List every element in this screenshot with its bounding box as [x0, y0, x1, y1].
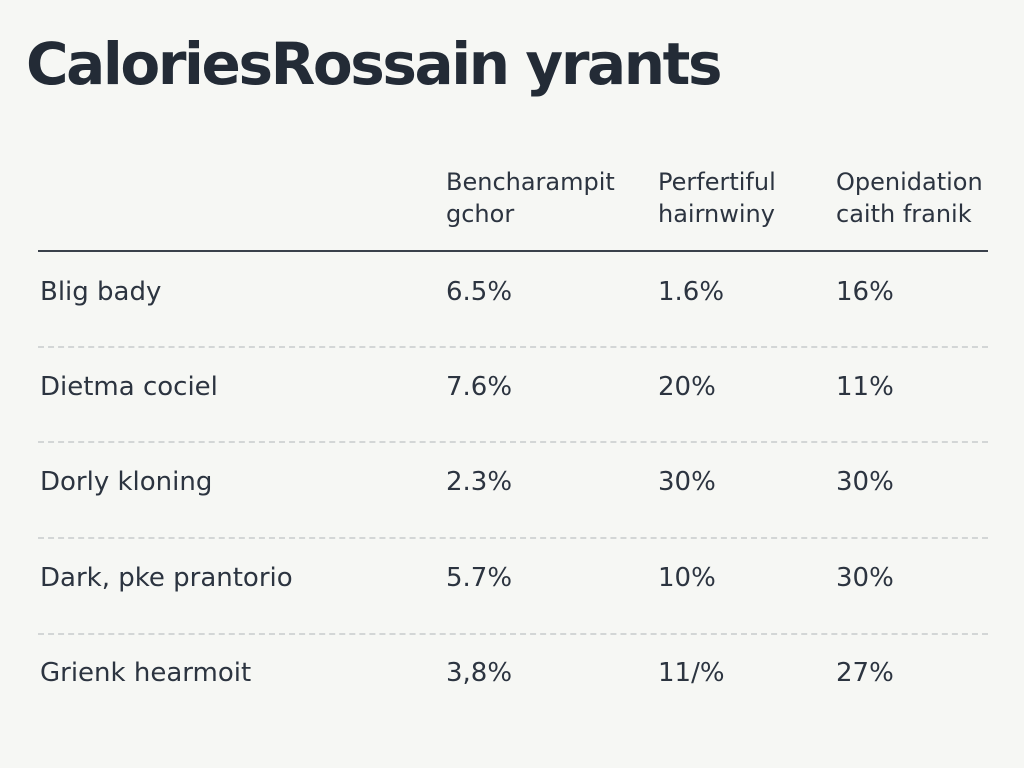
row-divider — [38, 441, 988, 443]
page-title: CaloriesRossain yrants — [26, 30, 723, 98]
column-header-2: Perfertiful hairnwiny — [658, 166, 776, 230]
row-value: 30% — [658, 467, 716, 497]
column-header-2-line-1: Perfertiful — [658, 168, 776, 196]
row-value: 3,8% — [446, 658, 513, 688]
row-value: 30% — [836, 563, 894, 593]
row-value: 30% — [836, 467, 894, 497]
header-divider — [38, 250, 988, 252]
row-label: Dark, pke prantorio — [40, 563, 293, 593]
row-value: 10% — [658, 563, 716, 593]
table-row: Dietma cociel 7.6% 20% 11% — [0, 340, 1024, 435]
row-value: 20% — [658, 372, 716, 402]
table-row: Grienk hearmoit 3,8% 11/% 27% — [0, 626, 1024, 721]
row-value: 11/% — [658, 658, 725, 688]
row-divider — [38, 346, 988, 348]
column-header-1: Bencharampit gchor — [446, 166, 615, 230]
row-divider — [38, 537, 988, 539]
row-label: Blig bady — [40, 277, 162, 307]
row-value: 11% — [836, 372, 894, 402]
column-header-2-line-2: hairnwiny — [658, 200, 775, 228]
row-divider — [38, 633, 988, 635]
row-value: 16% — [836, 277, 894, 307]
row-value: 7.6% — [446, 372, 513, 402]
column-header-1-line-2: gchor — [446, 200, 515, 228]
row-value: 6.5% — [446, 277, 513, 307]
row-label: Grienk hearmoit — [40, 658, 252, 688]
row-label: Dorly kloning — [40, 467, 213, 497]
row-value: 27% — [836, 658, 894, 688]
row-value: 1.6% — [658, 277, 725, 307]
column-header-3: Openidation caith franik — [836, 166, 983, 230]
table-row: Dorly kloning 2.3% 30% 30% — [0, 435, 1024, 530]
table-row: Blig bady 6.5% 1.6% 16% — [0, 245, 1024, 340]
column-header-1-line-1: Bencharampit — [446, 168, 615, 196]
row-label: Dietma cociel — [40, 372, 218, 402]
table-row: Dark, pke prantorio 5.7% 10% 30% — [0, 531, 1024, 626]
column-header-3-line-2: caith franik — [836, 200, 972, 228]
row-value: 2.3% — [446, 467, 513, 497]
row-value: 5.7% — [446, 563, 513, 593]
column-header-3-line-1: Openidation — [836, 168, 983, 196]
